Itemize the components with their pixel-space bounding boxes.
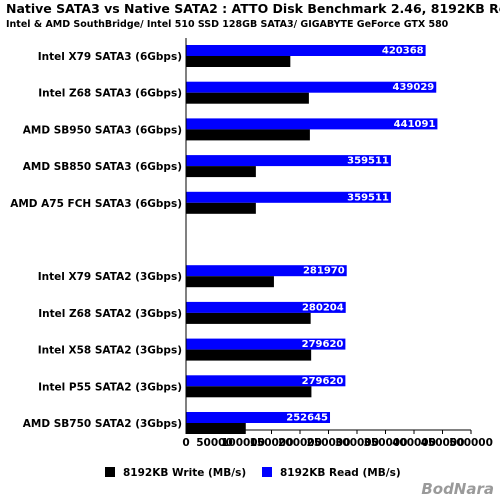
data-label-read: 359511 xyxy=(347,156,389,167)
category-label: Intel X58 SATA2 (3Gbps) xyxy=(38,345,182,357)
x-tick-label: 350000 xyxy=(364,437,408,449)
bar-write xyxy=(186,312,311,324)
bar-write xyxy=(186,386,312,398)
bar-read xyxy=(186,191,391,203)
x-tick-label: 250000 xyxy=(307,437,351,449)
data-label-write: 183024 xyxy=(247,57,289,68)
category-label: Intel Z68 SATA3 (6Gbps) xyxy=(38,88,182,100)
x-tick-label: 450000 xyxy=(421,437,465,449)
x-tick-label: 500000 xyxy=(449,437,493,449)
chart-title: Native SATA3 vs Native SATA2 : ATTO Disk… xyxy=(6,1,500,16)
x-tick-label: 50000 xyxy=(196,437,233,449)
bar-write xyxy=(186,129,310,141)
x-tick-label: 0 xyxy=(182,437,189,449)
category-label: Intel P55 SATA2 (3Gbps) xyxy=(38,381,182,393)
data-label-write: 219579 xyxy=(267,351,309,362)
legend: 8192KB Write (MB/s) 8192KB Read (MB/s) xyxy=(105,467,401,479)
x-tick-label: 200000 xyxy=(278,437,322,449)
data-label-read: 252645 xyxy=(286,413,328,424)
data-label-write: 217356 xyxy=(266,130,308,141)
legend-label: 8192KB Read (MB/s) xyxy=(280,467,401,479)
category-label: AMD SB950 SATA3 (6Gbps) xyxy=(23,124,182,136)
data-label-write: 122573 xyxy=(212,204,254,215)
bar-read xyxy=(186,412,331,423)
bar-write xyxy=(186,92,309,104)
data-label-read: 441091 xyxy=(394,119,436,130)
x-tick-label: 150000 xyxy=(250,437,294,449)
bar-write xyxy=(186,202,256,214)
data-label-write: 218694 xyxy=(267,314,309,325)
bar-read xyxy=(186,375,346,387)
data-label-write: 220029 xyxy=(268,387,310,398)
bar-read xyxy=(186,155,391,167)
bar-read xyxy=(186,301,346,313)
legend-swatch xyxy=(105,467,115,477)
bar-write xyxy=(186,276,274,288)
data-label-read: 420368 xyxy=(382,46,424,57)
x-tick-label: 400000 xyxy=(392,437,436,449)
bar-read xyxy=(186,81,437,93)
plot-area: Intel X79 SATA3 (6Gbps) 420368 183024 Intel… xyxy=(10,38,493,449)
bar-write xyxy=(186,166,256,178)
data-label-write: 215610 xyxy=(265,94,307,105)
bar-read xyxy=(186,265,347,277)
data-label-read: 281970 xyxy=(303,266,345,277)
category-label: AMD SB850 SATA3 (6Gbps) xyxy=(23,161,182,173)
data-label-read: 279620 xyxy=(302,376,344,387)
bar-write xyxy=(186,423,246,434)
bar-read xyxy=(186,338,346,350)
category-label: Intel Z68 SATA2 (3Gbps) xyxy=(38,308,182,320)
category-label: AMD SB750 SATA2 (3Gbps) xyxy=(23,418,182,430)
bar-write xyxy=(186,56,291,67)
x-tick-label: 100000 xyxy=(221,437,265,449)
data-label-read: 279620 xyxy=(302,339,344,350)
data-label-write: 122573 xyxy=(212,167,254,178)
legend-swatch xyxy=(262,467,272,477)
data-label-read: 280204 xyxy=(302,302,344,313)
data-label-write: 154273 xyxy=(230,277,272,288)
bar-write xyxy=(186,349,312,361)
category-label: AMD A75 FCH SATA3 (6Gbps) xyxy=(10,198,182,210)
category-label: Intel X79 SATA2 (3Gbps) xyxy=(38,271,182,283)
data-label-read: 359511 xyxy=(347,192,389,203)
x-tick-label: 300000 xyxy=(335,437,379,449)
data-label-read: 439029 xyxy=(392,82,434,93)
bar-read xyxy=(186,118,438,130)
category-label: Intel X79 SATA3 (6Gbps) xyxy=(38,51,182,63)
bar-read xyxy=(186,45,426,56)
legend-label: 8192KB Write (MB/s) xyxy=(123,467,246,479)
watermark-logo: BodNara xyxy=(421,480,494,498)
chart-subtitle: Intel & AMD SouthBridge/ Intel 510 SSD 1… xyxy=(6,19,449,30)
